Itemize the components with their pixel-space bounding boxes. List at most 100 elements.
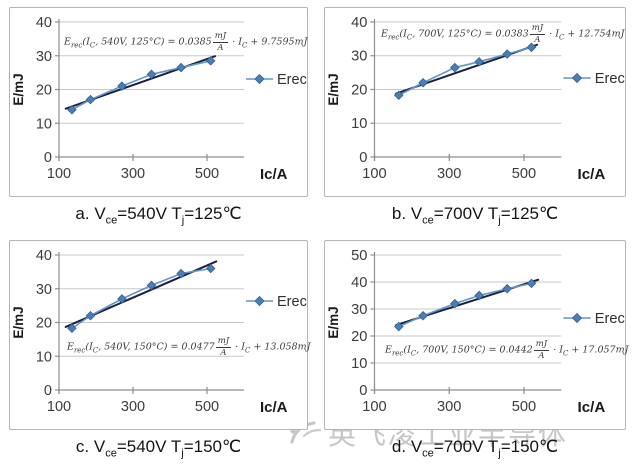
y-tick-label: 40 xyxy=(351,15,367,31)
legend-marker-icon xyxy=(571,312,583,324)
y-tick-label: 50 xyxy=(351,248,367,264)
y-tick-label: 0 xyxy=(44,150,52,166)
legend-marker-icon xyxy=(254,295,265,307)
x-tick-label: 500 xyxy=(512,399,536,415)
chart-panel-d: 0 10 20 30 40 50 100 300 500 Ic/A E/mJ Erec Erec(IC… xyxy=(324,240,629,460)
axes xyxy=(370,252,562,394)
chart-b-svg: 0 10 20 30 40 100 300 500 Ic/A E/mJ Erec xyxy=(326,15,625,183)
x-tick-label: 300 xyxy=(121,399,145,415)
x-axis-label: Ic/A xyxy=(578,399,606,416)
data-point-marker xyxy=(450,62,460,73)
x-tick-label: 300 xyxy=(121,166,145,182)
data-point-marker xyxy=(474,290,484,301)
x-axis-label: Ic/A xyxy=(578,166,606,183)
axes xyxy=(370,19,562,161)
legend: Erec xyxy=(563,71,625,87)
y-tick-label: 30 xyxy=(351,49,367,65)
legend: Erec xyxy=(563,311,625,327)
axes xyxy=(55,252,244,394)
data-point-marker xyxy=(526,278,537,289)
y-tick-label: 40 xyxy=(36,15,52,31)
legend-marker-icon xyxy=(254,73,265,85)
legend: Erec xyxy=(246,72,307,88)
axes xyxy=(55,19,244,161)
chart-d-svg: 0 10 20 30 40 50 100 300 500 Ic/A E/mJ Erec xyxy=(326,248,625,416)
legend-label: Erec xyxy=(595,311,625,327)
chart-c-plot-area: 0 10 20 30 40 100 300 500 Ic/A E/mJ Erec Erec(IC, … xyxy=(9,240,311,430)
x-tick-label: 100 xyxy=(47,399,71,415)
y-axis-label: E/mJ xyxy=(11,306,26,338)
legend-marker-icon xyxy=(571,72,583,84)
data-point-marker xyxy=(176,62,186,73)
y-tick-label: 20 xyxy=(36,316,52,332)
x-tick-label: 100 xyxy=(47,166,71,182)
x-tick-label: 100 xyxy=(362,399,386,415)
data-point-marker xyxy=(117,294,127,304)
x-tick-label: 100 xyxy=(362,166,386,182)
chart-a-trendline-equation: Erec(IC, 540V, 125°C) = 0.0385 mJ A · IC +… xyxy=(64,31,308,53)
y-axis-label: E/mJ xyxy=(326,306,341,338)
chart-b-trendline-equation: Erec(IC, 700V, 125°C) = 0.0383 mJ A · IC +… xyxy=(381,23,625,45)
data-point-marker xyxy=(450,298,460,309)
data-point-marker xyxy=(85,310,96,321)
chart-d-caption: d. Vce=700V Tj=150℃ xyxy=(391,437,559,460)
data-point-marker xyxy=(67,104,77,115)
y-tick-label: 10 xyxy=(351,356,367,372)
data-point-marker xyxy=(146,280,157,291)
y-tick-label: 0 xyxy=(359,150,367,166)
data-point-marker xyxy=(418,77,428,88)
legend-label: Erec xyxy=(595,71,625,87)
data-point-marker xyxy=(85,94,96,105)
chart-a-plot-area: 0 10 20 30 40 100 300 500 Ic/A E/mJ Erec Erec(IC, … xyxy=(9,7,308,197)
series-line xyxy=(71,267,211,329)
chart-b-caption: b. Vce=700V Tj=125℃ xyxy=(391,204,559,227)
chart-panel-a: 0 10 20 30 40 100 300 500 Ic/A E/mJ Erec Erec(IC, … xyxy=(9,7,308,226)
y-tick-label: 0 xyxy=(44,383,52,399)
chart-panel-c: 0 10 20 30 40 100 300 500 Ic/A E/mJ Erec Erec(IC, … xyxy=(9,240,311,460)
y-tick-label: 10 xyxy=(36,116,52,132)
x-axis-label: Ic/A xyxy=(260,166,288,183)
data-point-marker xyxy=(393,90,404,101)
data-point-marker xyxy=(146,69,157,80)
y-tick-label: 30 xyxy=(351,302,367,318)
data-point-marker xyxy=(502,49,512,59)
chart-d-trendline-equation: Erec(IC, 700V, 150°C) = 0.0442 mJ A · IC +… xyxy=(385,339,629,361)
y-axis-label: E/mJ xyxy=(11,73,26,105)
series-line xyxy=(398,282,532,328)
y-tick-label: 10 xyxy=(36,349,52,365)
legend-label: Erec xyxy=(277,72,307,88)
chart-a-svg: 0 10 20 30 40 100 300 500 Ic/A E/mJ Erec xyxy=(11,15,307,183)
y-tick-label: 40 xyxy=(351,275,367,291)
data-point-marker xyxy=(176,268,186,279)
chart-c-trendline-equation: Erec(IC, 540V, 150°C) = 0.0477 mJ A · IC +… xyxy=(67,336,311,358)
x-tick-label: 500 xyxy=(195,399,219,415)
y-tick-label: 20 xyxy=(36,83,52,99)
y-tick-label: 20 xyxy=(351,83,367,99)
x-tick-label: 300 xyxy=(437,399,461,415)
data-point-marker xyxy=(393,321,404,332)
legend-label: Erec xyxy=(277,294,307,310)
y-tick-label: 30 xyxy=(36,49,52,65)
series-line xyxy=(398,46,532,96)
chart-b-plot-area: 0 10 20 30 40 100 300 500 Ic/A E/mJ Erec Erec(IC, … xyxy=(324,7,626,197)
x-tick-label: 500 xyxy=(512,166,536,182)
x-tick-label: 300 xyxy=(437,166,461,182)
chart-panel-b: 0 10 20 30 40 100 300 500 Ic/A E/mJ Erec Erec(IC, … xyxy=(324,7,626,226)
y-tick-label: 0 xyxy=(359,383,367,399)
data-point-marker xyxy=(205,56,216,66)
y-tick-label: 30 xyxy=(36,282,52,298)
data-point-marker xyxy=(474,57,484,67)
y-axis-label: E/mJ xyxy=(326,73,341,105)
data-point-marker xyxy=(418,310,428,321)
data-point-marker xyxy=(526,42,537,53)
data-point-marker xyxy=(502,283,512,294)
data-point-marker xyxy=(117,81,127,91)
data-point-marker xyxy=(205,263,216,274)
x-axis-label: Ic/A xyxy=(260,399,288,416)
chart-a-caption: a. Vce=540V Tj=125℃ xyxy=(75,204,242,227)
chart-c-svg: 0 10 20 30 40 100 300 500 Ic/A E/mJ Erec xyxy=(11,248,307,416)
chart-c-caption: c. Vce=540V Tj=150℃ xyxy=(75,437,242,460)
series-line xyxy=(71,60,211,111)
y-tick-label: 40 xyxy=(36,248,52,264)
